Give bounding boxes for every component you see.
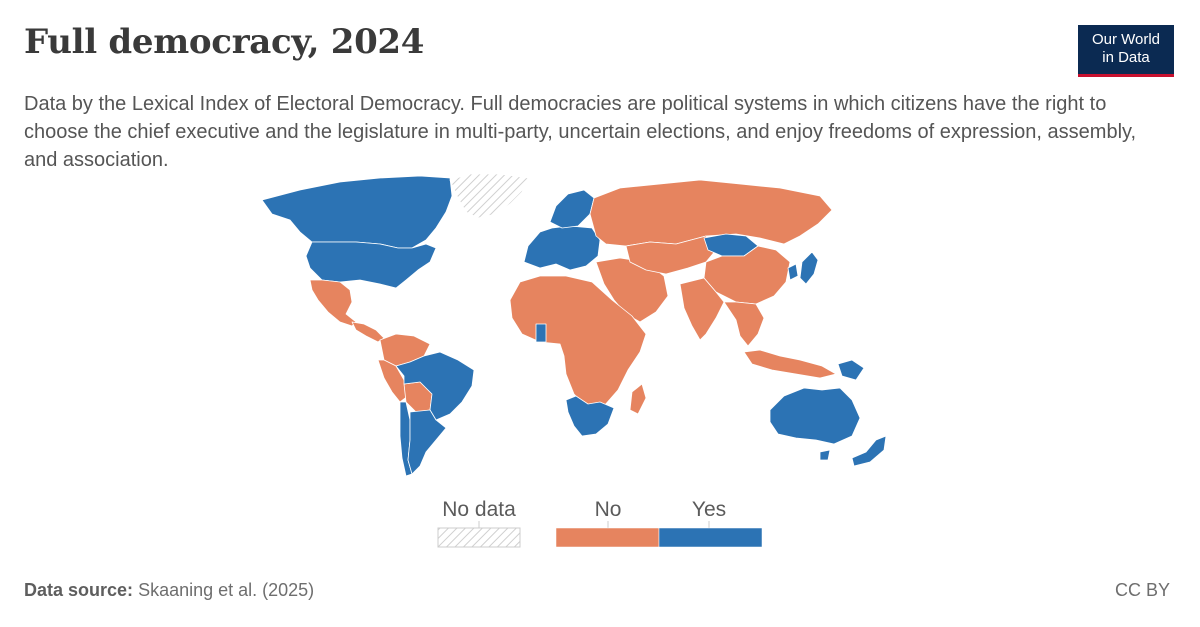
legend-no[interactable]: No — [555, 498, 660, 548]
region-brazil[interactable] — [395, 351, 475, 421]
region-ghana[interactable] — [535, 323, 547, 343]
region-southern-africa[interactable] — [565, 395, 615, 437]
region-new-zealand[interactable] — [851, 435, 887, 467]
region-south-korea[interactable] — [787, 263, 799, 281]
data-source-value[interactable]: Skaaning et al. (2025) — [138, 580, 315, 600]
region-western-europe[interactable] — [523, 225, 601, 271]
region-africa[interactable] — [509, 275, 647, 409]
legend-no-data-swatch — [437, 527, 521, 548]
data-source-label: Data source: — [24, 580, 134, 600]
legend-no-data[interactable]: No data — [437, 498, 521, 548]
region-madagascar[interactable] — [629, 383, 647, 415]
map-legend: No data No Yes — [437, 498, 763, 548]
chart-title: Full democracy, 2024 — [24, 22, 425, 62]
region-tasmania[interactable] — [819, 449, 831, 461]
region-argentina[interactable] — [407, 409, 447, 475]
logo-line-1: Our World — [1091, 31, 1161, 48]
legend-yes-swatch — [658, 527, 763, 548]
legend-yes-label: Yes — [692, 498, 726, 521]
data-source: Data source: Skaaning et al. (2025) — [24, 580, 314, 601]
chart-subtitle: Data by the Lexical Index of Electoral D… — [24, 93, 1137, 171]
legend-no-swatch — [555, 527, 660, 548]
world-map — [261, 173, 887, 477]
region-india[interactable] — [679, 277, 725, 341]
region-australia[interactable] — [769, 387, 861, 445]
legend-no-data-label: No data — [442, 498, 516, 521]
region-central-america[interactable] — [351, 321, 385, 343]
license-link[interactable]: CC BY — [1114, 580, 1170, 600]
region-indonesia[interactable] — [743, 349, 837, 379]
logo-line-2: in Data — [1102, 49, 1150, 66]
region-papua-new-guinea[interactable] — [837, 359, 865, 381]
region-canada[interactable] — [261, 175, 453, 249]
region-scandinavia[interactable] — [549, 189, 595, 229]
region-greenland — [449, 173, 529, 219]
legend-yes[interactable]: Yes — [658, 498, 763, 548]
region-russia[interactable] — [589, 179, 833, 247]
region-southeast-asia[interactable] — [723, 301, 765, 347]
region-mexico[interactable] — [309, 279, 357, 327]
owid-logo[interactable]: Our World in Data — [1078, 25, 1174, 77]
legend-no-label: No — [595, 498, 622, 521]
region-japan[interactable] — [799, 251, 819, 285]
